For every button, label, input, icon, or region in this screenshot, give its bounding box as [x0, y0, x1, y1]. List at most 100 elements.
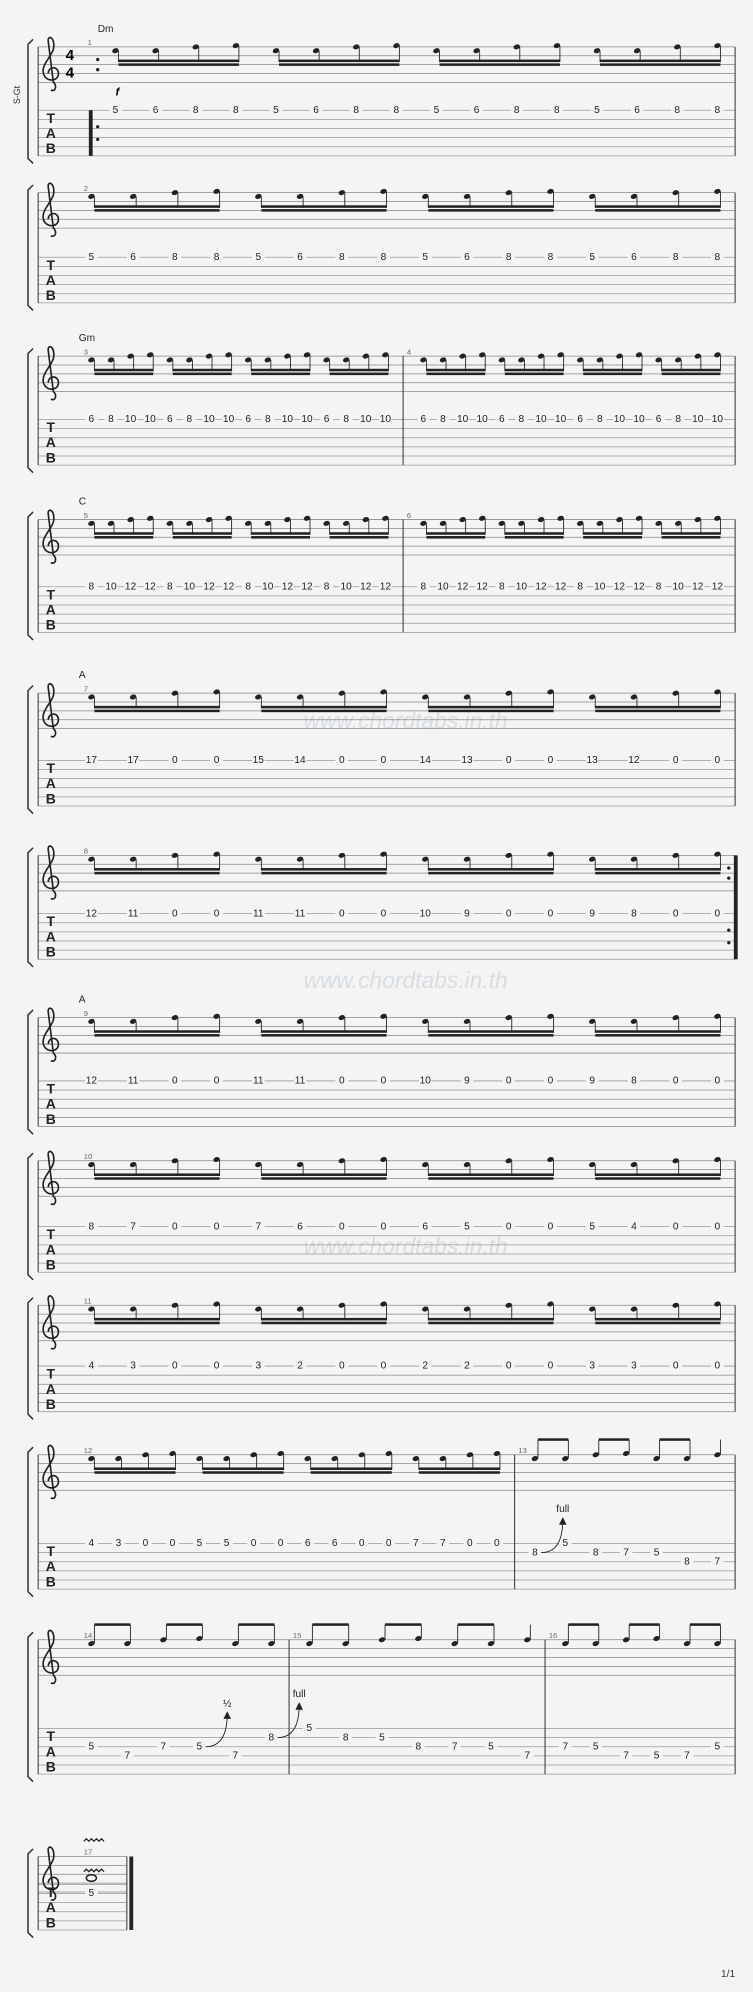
fret-number: 6 [297, 252, 303, 263]
fret-number: 5 [464, 1221, 470, 1232]
fret-bg [377, 755, 390, 765]
beam [94, 1321, 220, 1325]
fret-number: 0 [339, 908, 345, 919]
treble-clef [42, 182, 60, 238]
fret-bg [627, 1076, 641, 1086]
watermark: www.chordtabs.in.th [304, 1233, 508, 1259]
fret-number: 6 [421, 414, 427, 425]
fret-bg [544, 755, 557, 765]
repeat-dot [96, 68, 100, 72]
notehead [213, 1156, 220, 1163]
beam [595, 1317, 721, 1321]
fret-number: 0 [214, 1076, 220, 1087]
fret-bg [109, 105, 122, 115]
notehead [466, 1452, 474, 1458]
notehead [498, 520, 505, 526]
fret-bg [85, 1222, 98, 1232]
fret-number: 5 [307, 1723, 313, 1734]
fret-bg [166, 1539, 179, 1548]
fret-number: 0 [381, 755, 387, 766]
fret-number: 2 [464, 1361, 470, 1372]
notehead [382, 352, 389, 358]
fret-number: 7 [562, 1741, 568, 1752]
fret-number: 6 [499, 414, 505, 425]
beam [310, 1471, 392, 1474]
beam [261, 1030, 387, 1033]
fret-bg [335, 755, 349, 765]
bend-head [223, 1711, 232, 1719]
notehead [653, 1635, 660, 1642]
notehead [255, 1162, 262, 1168]
beam [261, 1317, 387, 1321]
fret-bg [585, 252, 599, 262]
tab-letter: B [46, 449, 56, 465]
fret-number: 0 [214, 1221, 220, 1232]
notehead [88, 1018, 95, 1024]
fret-number: 7 [452, 1741, 458, 1752]
fret-bg [377, 1361, 390, 1371]
bracket [27, 1848, 34, 1939]
fret-number: 12 [628, 755, 640, 766]
fret-bg [650, 1751, 663, 1761]
chord-name: Dm [98, 24, 114, 35]
fret-number: 5 [89, 1888, 95, 1899]
fret-bg [293, 909, 307, 919]
notehead [244, 357, 252, 363]
notehead [518, 520, 525, 526]
fret-bg [193, 1539, 206, 1548]
fret-bg [652, 415, 665, 424]
notehead [232, 43, 240, 49]
bend-label: full [556, 1504, 569, 1515]
notehead [505, 1015, 512, 1021]
fret-bg [251, 1361, 265, 1371]
fret-bg [210, 1361, 223, 1371]
fret-bg [222, 582, 235, 592]
fret-bg [189, 105, 203, 115]
measure-number: 10 [84, 1152, 92, 1161]
notehead [505, 690, 512, 696]
fret-bg [339, 1733, 353, 1743]
notehead [129, 1162, 137, 1168]
notehead [420, 357, 427, 363]
beam [428, 1321, 554, 1325]
fret-number: 0 [278, 1538, 284, 1549]
beam [94, 1467, 176, 1470]
tab-letter: B [46, 287, 56, 303]
notehead [672, 190, 679, 196]
fret-number: 10 [594, 581, 606, 592]
tab-letter: B [46, 1396, 56, 1412]
fret-bg [251, 1222, 265, 1232]
notehead [547, 188, 554, 194]
notehead [714, 1452, 721, 1458]
repeat-dot [96, 137, 100, 142]
notehead [186, 357, 193, 363]
treble-clef [42, 36, 60, 92]
repeat-dot [727, 928, 731, 932]
notehead [380, 188, 387, 194]
fret-bg [554, 582, 567, 592]
fret-bg [460, 1361, 474, 1371]
fret-bg [544, 1222, 557, 1232]
notehead [107, 520, 115, 526]
bend-label: full [293, 1689, 306, 1700]
treble-clef [42, 1444, 60, 1500]
fret-number: 0 [548, 755, 554, 766]
fret-bg [502, 252, 516, 262]
fret-bg [274, 1539, 287, 1548]
notehead [331, 1456, 338, 1462]
fret-bg [335, 1076, 349, 1086]
fret-number: 7 [255, 1221, 261, 1232]
notehead [146, 515, 154, 521]
beam [595, 1177, 721, 1180]
tab-letter: A [46, 434, 56, 450]
fret-bg [573, 415, 587, 424]
bracket [27, 1297, 34, 1420]
fret-number: 7 [524, 1751, 530, 1762]
fret-number: 5 [89, 252, 95, 263]
beam [426, 536, 486, 539]
fret-number: 8 [324, 581, 330, 592]
fret-bg [613, 582, 626, 592]
fret-bg [534, 415, 548, 424]
measure-number: 8 [84, 847, 88, 856]
